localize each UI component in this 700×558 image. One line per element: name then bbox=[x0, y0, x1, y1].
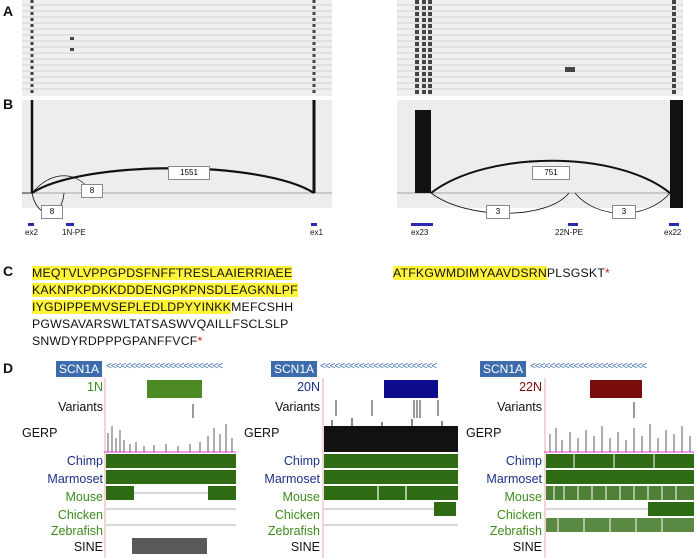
gene-badge-22n: SCN1A bbox=[480, 361, 527, 377]
gene-badge-1n: SCN1A bbox=[56, 361, 103, 377]
junction-count-minor-right-2: 3 bbox=[612, 205, 636, 219]
exon-label-ex22: ex22 bbox=[664, 228, 682, 237]
stop-codon-mark: * bbox=[197, 334, 203, 348]
variants-label-22n: Variants bbox=[497, 400, 542, 414]
species-label-marmoset-22n: Marmoset bbox=[486, 472, 542, 486]
exon-track-label-1n: 1N bbox=[87, 380, 103, 394]
sine-label-22n: SINE bbox=[512, 540, 542, 554]
panel-d-label: D bbox=[3, 360, 14, 376]
exon-track-label-22n: 22N bbox=[519, 380, 542, 394]
species-label-zebrafish-20n: Zebrafish bbox=[267, 524, 320, 538]
species-label-mouse-20n: Mouse bbox=[282, 490, 320, 504]
gene-badge-20n: SCN1A bbox=[271, 361, 318, 377]
strand-arrows-20n: <<<<<<<<<<<<<<<<<<<<<<<< bbox=[320, 361, 437, 372]
species-label-zebrafish-22n: Zebrafish bbox=[489, 524, 542, 538]
sequence-line-22n: ATFKGWMDIMYAAVDSRNPLSGSKT* bbox=[393, 266, 611, 280]
species-label-marmoset-1n: Marmoset bbox=[47, 472, 103, 486]
junction-count-main-left: 1551 bbox=[168, 166, 210, 180]
panel-a-left-pileup bbox=[22, 0, 332, 96]
panel-b-label: B bbox=[3, 96, 14, 112]
tracks-22n bbox=[544, 378, 694, 558]
sequence-line-4: PGWSAVARSWLTATSASWVQAILLFSCLSLP bbox=[32, 317, 289, 331]
species-label-mouse-1n: Mouse bbox=[65, 490, 103, 504]
exon-label-22n-pe: 22N-PE bbox=[555, 228, 584, 237]
panel-c-label: C bbox=[3, 263, 14, 279]
junction-count-minor-left-1: 8 bbox=[41, 205, 63, 219]
tracks-1n bbox=[104, 378, 236, 558]
variants-label-1n: Variants bbox=[58, 400, 103, 414]
strand-arrows-1n: <<<<<<<<<<<<<<<<<<<<<<<< bbox=[106, 361, 223, 372]
exon-label-ex23: ex23 bbox=[411, 228, 429, 237]
panel-b-left-sashimi bbox=[22, 100, 332, 226]
species-label-chicken-20n: Chicken bbox=[274, 508, 320, 522]
browser-column-20n: SCN1A <<<<<<<<<<<<<<<<<<<<<<<< 20N Varia… bbox=[240, 360, 460, 558]
exon-label-ex2: ex2 bbox=[25, 228, 38, 237]
species-label-chicken-22n: Chicken bbox=[496, 508, 542, 522]
stop-codon-mark-22n: * bbox=[605, 266, 611, 280]
tracks-20n bbox=[322, 378, 458, 558]
exon-label-1n-pe: 1N-PE bbox=[62, 228, 86, 237]
species-label-mouse-22n: Mouse bbox=[504, 490, 542, 504]
browser-column-1n: SCN1A <<<<<<<<<<<<<<<<<<<<<<<< 1N Varian… bbox=[0, 360, 240, 558]
species-label-chimp-1n: Chimp bbox=[66, 454, 103, 468]
sine-label-20n: SINE bbox=[290, 540, 320, 554]
exon-track-label-20n: 20N bbox=[297, 380, 320, 394]
exon-label-ex1: ex1 bbox=[310, 228, 323, 237]
sequence-line-3: IYGDIPPEMVSEPLEDLDPYYINKKMEFCSHH bbox=[32, 300, 294, 314]
panel-b-right-sashimi bbox=[397, 100, 683, 226]
browser-column-22n: SCN1A <<<<<<<<<<<<<<<<<<<<<<<< 22N Varia… bbox=[460, 360, 700, 558]
species-label-zebrafish-1n: Zebrafish bbox=[50, 524, 103, 538]
junction-count-main-right: 751 bbox=[532, 166, 570, 180]
gerp-label-22n: GERP bbox=[466, 426, 502, 440]
gerp-label-20n: GERP bbox=[244, 426, 280, 440]
junction-count-minor-right-1: 3 bbox=[486, 205, 510, 219]
sequence-line-1: MEQTVLVPPGPDSFNFFTRESLAAIERRIAEE bbox=[32, 266, 293, 280]
species-label-marmoset-20n: Marmoset bbox=[264, 472, 320, 486]
species-label-chicken-1n: Chicken bbox=[57, 508, 103, 522]
species-label-chimp-22n: Chimp bbox=[505, 454, 542, 468]
sine-label-1n: SINE bbox=[73, 540, 103, 554]
sequence-line-2: KAKNPKPDKKDDDENGPKPNSDLEAGKNLPF bbox=[32, 283, 298, 297]
junction-count-minor-left-2: 8 bbox=[81, 184, 103, 198]
species-label-chimp-20n: Chimp bbox=[283, 454, 320, 468]
panel-a-right-pileup bbox=[397, 0, 683, 96]
gerp-label-1n: GERP bbox=[22, 426, 58, 440]
variants-label-20n: Variants bbox=[275, 400, 320, 414]
strand-arrows-22n: <<<<<<<<<<<<<<<<<<<<<<<< bbox=[530, 361, 647, 372]
sequence-line-5: SNWDYRDPPPGPANFFVCF* bbox=[32, 334, 203, 348]
panel-a-label: A bbox=[3, 3, 14, 19]
